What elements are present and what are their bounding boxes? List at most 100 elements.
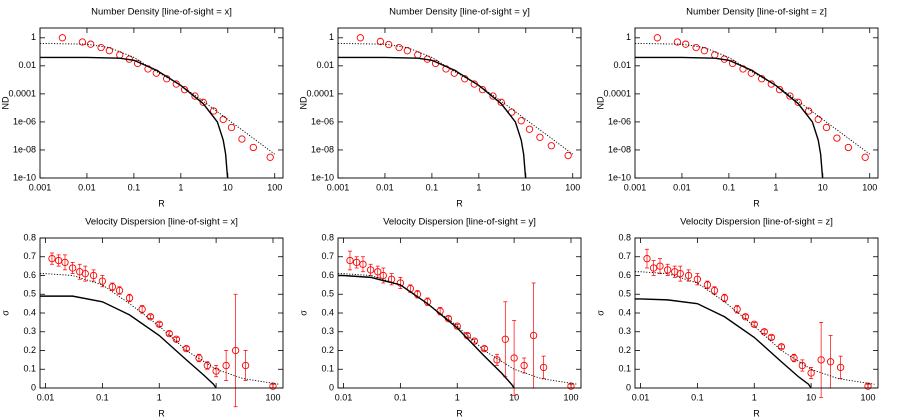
error-bar: [695, 273, 700, 286]
data-point: [710, 286, 719, 295]
x-axis-label: R: [158, 408, 165, 418]
y-tick-label: 0.1: [321, 364, 334, 374]
error-bar: [157, 322, 162, 327]
error-bar: [214, 365, 219, 378]
data-point: [48, 254, 56, 263]
y-tick-label: 1e-06: [13, 116, 36, 126]
data-point: [817, 356, 825, 364]
data-point: [700, 47, 708, 55]
data-point: [833, 134, 841, 142]
data-point: [649, 264, 658, 272]
y-tick-label: 1: [329, 32, 334, 42]
panel: Number Density [line-of-sight = x]RND0.0…: [0, 7, 284, 208]
error-bar: [743, 314, 748, 319]
y-tick-label: 0.1: [23, 364, 36, 374]
y-tick-label: 1e-10: [311, 172, 334, 182]
error-bar: [117, 286, 122, 295]
data-point: [826, 358, 835, 366]
error-bar: [531, 282, 536, 389]
data-point: [775, 86, 784, 94]
error-bar: [100, 275, 105, 288]
data-point: [489, 92, 497, 100]
data-point: [805, 107, 813, 115]
error-bar: [722, 293, 727, 303]
data-point: [807, 369, 815, 377]
y-tick-label: 0: [329, 382, 334, 392]
error-bar: [270, 383, 275, 389]
y-tick-label: 0.2: [23, 345, 36, 355]
x-tick-label: 1: [476, 182, 481, 192]
solid-line: [40, 56, 229, 179]
x-tick-label: 0.01: [673, 182, 691, 192]
data-point: [864, 382, 872, 390]
x-tick-label: 0.1: [394, 392, 407, 402]
data-point: [520, 361, 528, 370]
error-bar: [762, 329, 767, 334]
data-point: [269, 382, 277, 390]
y-tick-label: 0.8: [321, 232, 334, 242]
data-point: [108, 283, 117, 291]
y-tick-label: 1: [626, 32, 631, 42]
x-tick-label: 1: [157, 392, 162, 402]
y-tick-label: 0.3: [23, 326, 36, 336]
dotted-line: [40, 273, 280, 385]
x-tick-label: 10: [509, 392, 519, 402]
data-point: [78, 38, 87, 46]
error-bar: [398, 277, 403, 289]
panel-title: Velocity Dispersion [line-of-sight = z]: [680, 217, 833, 228]
data-point: [195, 354, 203, 362]
x-tick-label: 10: [806, 392, 816, 402]
error-bar: [791, 353, 796, 363]
error-bar: [56, 254, 61, 267]
panel: Velocity Dispersion [line-of-sight = y] R…: [298, 217, 582, 418]
data-point: [741, 313, 750, 321]
y-tick-label: 1e-06: [608, 116, 631, 126]
data-point: [155, 320, 163, 328]
x-tick-label: 1: [752, 392, 757, 402]
data-point: [539, 363, 548, 372]
y-tick-label: 0.01: [613, 60, 631, 70]
data-point: [238, 135, 246, 143]
x-tick-label: 0.01: [335, 392, 353, 402]
data-point: [191, 92, 199, 100]
y-tick-label: 0.0001: [306, 88, 334, 98]
panel: Velocity Dispersion [line-of-sight = z] R…: [595, 217, 879, 418]
data-point: [89, 271, 98, 280]
error-bar: [686, 269, 691, 282]
error-bar: [49, 252, 54, 265]
data-point: [497, 98, 505, 106]
plot-frame: [634, 27, 879, 179]
data-point: [547, 142, 555, 150]
y-tick-label: 1e-08: [311, 144, 334, 154]
y-tick-label: 0.7: [23, 251, 36, 261]
y-axis-label: ND: [0, 96, 10, 109]
data-point: [366, 266, 375, 274]
data-point: [643, 254, 651, 263]
data-point: [720, 294, 729, 302]
error-bar: [233, 293, 238, 408]
data-point: [794, 98, 802, 106]
data-point: [138, 305, 146, 313]
data-point: [663, 266, 672, 274]
error-bar: [769, 335, 774, 340]
y-tick-label: 0: [31, 382, 36, 392]
y-tick-label: 0.8: [618, 232, 631, 242]
data-point: [470, 337, 479, 345]
data-point: [81, 269, 89, 278]
data-point: [844, 143, 852, 152]
error-bar: [184, 346, 189, 351]
y-tick-label: 0.8: [23, 232, 36, 242]
data-point: [241, 361, 250, 370]
y-tick-label: 0.7: [321, 251, 334, 261]
solid-line: [338, 274, 515, 389]
y-tick-label: 0.7: [618, 251, 631, 261]
y-tick-label: 0.5: [321, 289, 334, 299]
x-tick-label: 0.01: [78, 182, 96, 192]
error-bar: [568, 383, 573, 389]
error-bar: [205, 361, 210, 370]
x-tick-label: 100: [265, 392, 280, 402]
y-tick-label: 0.3: [321, 326, 334, 336]
data-point: [98, 277, 107, 285]
error-bar: [712, 286, 717, 295]
data-point: [653, 34, 662, 42]
